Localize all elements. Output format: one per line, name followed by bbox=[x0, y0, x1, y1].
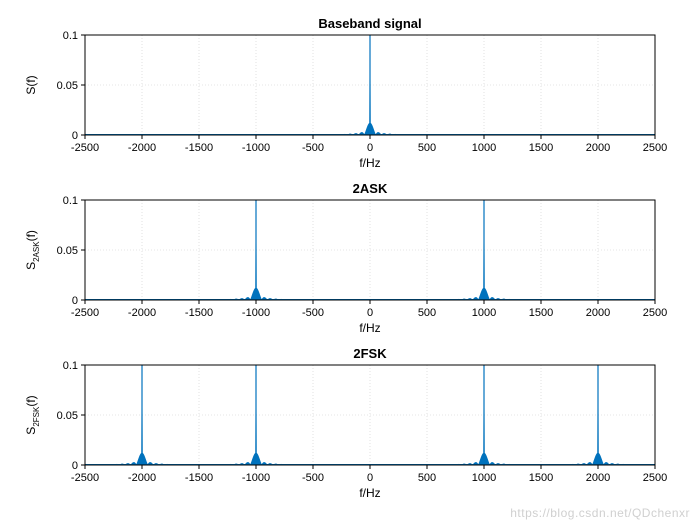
x-tick-label: -2500 bbox=[71, 307, 99, 319]
x-tick-label: 0 bbox=[367, 472, 373, 484]
x-tick-label: 500 bbox=[418, 472, 436, 484]
x-tick-label: 500 bbox=[418, 142, 436, 154]
x-tick-label: -1000 bbox=[242, 472, 270, 484]
x-tick-label: -1500 bbox=[185, 472, 213, 484]
subplot-title: Baseband signal bbox=[318, 16, 421, 31]
x-tick-label: -2000 bbox=[128, 142, 156, 154]
subplot-title: 2FSK bbox=[353, 346, 387, 361]
x-tick-label: -2000 bbox=[128, 307, 156, 319]
subplot-0: -2500 -2000 -1500 -1000 -500 0 500 1000 1500 2000… bbox=[24, 16, 667, 170]
x-tick-label: 1000 bbox=[472, 142, 496, 154]
x-tick-label: 1000 bbox=[472, 472, 496, 484]
y-tick-label: 0.1 bbox=[63, 195, 78, 207]
x-axis-label: f/Hz bbox=[359, 321, 380, 335]
x-tick-label: -1000 bbox=[242, 142, 270, 154]
subplot-2: -2500 -2000 -1500 -1000 -500 0 500 1000 1500 2000… bbox=[24, 346, 667, 500]
y-tick-label: 0 bbox=[72, 295, 78, 307]
x-tick-label: -1500 bbox=[185, 307, 213, 319]
y-axis-label: S2FSK(f) bbox=[24, 395, 41, 434]
x-tick-label: -2500 bbox=[71, 142, 99, 154]
x-tick-label: 1500 bbox=[529, 472, 553, 484]
x-tick-label: 2500 bbox=[643, 142, 667, 154]
x-tick-label: -2000 bbox=[128, 472, 156, 484]
plots-svg: -2500 -2000 -1500 -1000 -500 0 500 1000 1500 2000… bbox=[0, 0, 700, 525]
y-axis-label: S2ASK(f) bbox=[24, 230, 41, 270]
y-axis-label: S(f) bbox=[24, 75, 38, 94]
x-tick-label: 500 bbox=[418, 307, 436, 319]
x-tick-label: -500 bbox=[302, 142, 324, 154]
x-axis-label: f/Hz bbox=[359, 156, 380, 170]
x-tick-label: 2500 bbox=[643, 307, 667, 319]
x-tick-label: 1500 bbox=[529, 142, 553, 154]
x-tick-label: 0 bbox=[367, 307, 373, 319]
watermark-text: https://blog.csdn.net/QDchenxr bbox=[510, 506, 690, 520]
x-tick-label: 2000 bbox=[586, 307, 610, 319]
y-tick-label: 0 bbox=[72, 130, 78, 142]
x-tick-label: -1500 bbox=[185, 142, 213, 154]
y-tick-label: 0.1 bbox=[63, 30, 78, 42]
x-tick-label: 2000 bbox=[586, 142, 610, 154]
y-tick-label: 0.05 bbox=[57, 80, 78, 92]
x-tick-label: 0 bbox=[367, 142, 373, 154]
x-tick-label: -500 bbox=[302, 307, 324, 319]
x-tick-label: -2500 bbox=[71, 472, 99, 484]
x-tick-label: 2000 bbox=[586, 472, 610, 484]
subplot-title: 2ASK bbox=[353, 181, 388, 196]
y-tick-label: 0.05 bbox=[57, 410, 78, 422]
x-tick-label: 1000 bbox=[472, 307, 496, 319]
y-tick-label: 0.1 bbox=[63, 360, 78, 372]
x-tick-label: 2500 bbox=[643, 472, 667, 484]
subplot-1: -2500 -2000 -1500 -1000 -500 0 500 1000 1500 2000… bbox=[24, 181, 667, 335]
x-tick-label: -500 bbox=[302, 472, 324, 484]
x-tick-label: -1000 bbox=[242, 307, 270, 319]
x-axis-label: f/Hz bbox=[359, 486, 380, 500]
figure: -2500 -2000 -1500 -1000 -500 0 500 1000 1500 2000… bbox=[0, 0, 700, 525]
y-tick-label: 0 bbox=[72, 460, 78, 472]
x-tick-label: 1500 bbox=[529, 307, 553, 319]
y-tick-label: 0.05 bbox=[57, 245, 78, 257]
